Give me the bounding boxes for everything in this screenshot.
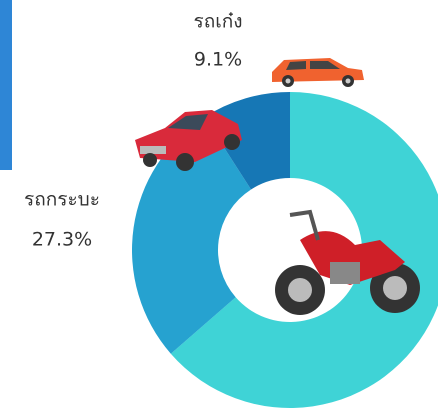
category-label: รถเก๋ง: [194, 11, 243, 33]
side-bar: [0, 0, 12, 170]
page: {"chart_data": {"type": "donut", "catego…: [0, 0, 438, 416]
category-label: รถกระบะ: [24, 189, 100, 211]
value-label: 27.3%: [32, 229, 92, 251]
value-label: 9.1%: [194, 49, 242, 71]
chart: รถเก๋ง 9.1% รถกระบะ 27.3%: [0, 0, 438, 416]
sedan-icon: [272, 58, 364, 87]
